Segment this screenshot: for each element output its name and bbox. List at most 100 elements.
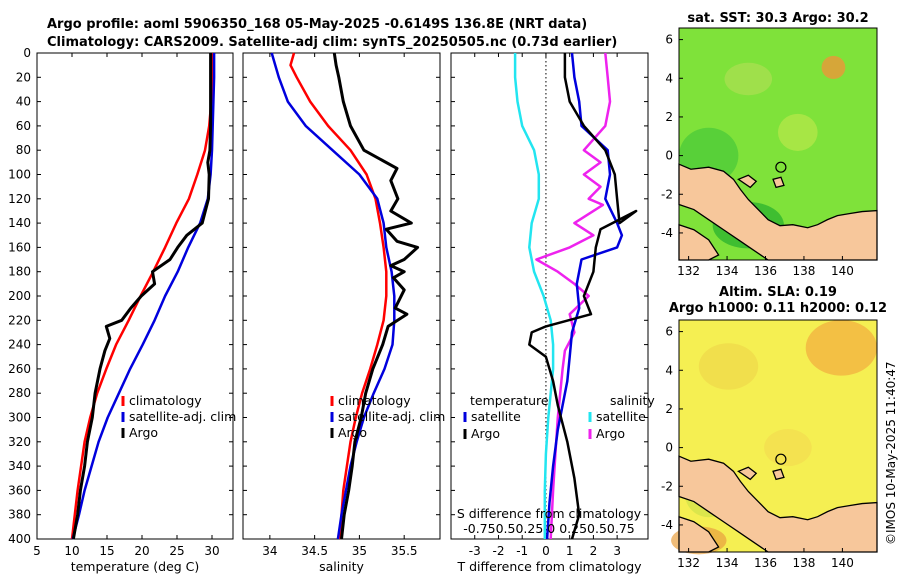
land-mass bbox=[678, 163, 878, 261]
x-axis-label: temperature (deg C) bbox=[71, 559, 200, 574]
argo-float-marker bbox=[775, 453, 787, 465]
y-tick-label: 6 bbox=[665, 33, 673, 47]
series-line-t-argo bbox=[528, 53, 638, 540]
y-tick-label: 80 bbox=[16, 143, 31, 157]
figure-title-line2: Climatology: CARS2009. Satellite-adj cli… bbox=[47, 35, 617, 50]
series-line-climatology bbox=[289, 52, 388, 540]
y-tick-label: 280 bbox=[8, 386, 31, 400]
x-tick-label: 2 bbox=[590, 544, 598, 558]
figure-title-line1: Argo profile: aoml 5906350_168 05-May-20… bbox=[47, 17, 587, 32]
y-tick-label: 300 bbox=[8, 411, 31, 425]
x-axis-label: salinity bbox=[319, 559, 364, 574]
x-tick-label: 0 bbox=[542, 544, 550, 558]
x-tick-label: 15 bbox=[99, 544, 114, 558]
legend-label: satellite bbox=[471, 409, 521, 424]
x-tick-label: 35.5 bbox=[391, 544, 418, 558]
land-mass bbox=[772, 468, 785, 481]
top-tick-labels: -0.750.50.25 0 0.250.50.75 bbox=[463, 521, 635, 536]
y-tick-label: 400 bbox=[8, 532, 31, 546]
y-tick-label: 240 bbox=[8, 338, 31, 352]
y-tick-label: 200 bbox=[8, 289, 31, 303]
x-tick-label: 134 bbox=[716, 264, 739, 278]
x-tick-label: 35 bbox=[352, 544, 367, 558]
plot-area bbox=[242, 52, 441, 540]
x-tick-label: 138 bbox=[792, 264, 815, 278]
x-tick-label: -1 bbox=[516, 544, 528, 558]
x-tick-label: 10 bbox=[64, 544, 79, 558]
y-tick-label: 0 bbox=[23, 46, 31, 60]
y-tick-label: 340 bbox=[8, 459, 31, 473]
legend-label: climatology bbox=[129, 393, 202, 408]
series-line-argo bbox=[71, 53, 213, 540]
x-tick-label: 136 bbox=[754, 264, 777, 278]
map-patch bbox=[821, 55, 846, 80]
land-mass bbox=[737, 174, 758, 189]
y-tick-label: -2 bbox=[661, 479, 673, 493]
legend-label: Argo bbox=[471, 426, 500, 441]
x-tick-label: 132 bbox=[677, 264, 700, 278]
x-tick-label: 34 bbox=[262, 544, 277, 558]
legend-title-salinity: salinity bbox=[610, 393, 655, 408]
x-tick-label: -3 bbox=[469, 544, 481, 558]
footer-timestamp: ©IMOS 10-May-2025 11:40:47 bbox=[884, 361, 898, 545]
land-mass bbox=[737, 466, 758, 481]
y-tick-label: 4 bbox=[665, 363, 673, 377]
land-mass bbox=[678, 455, 878, 553]
y-tick-label: 360 bbox=[8, 483, 31, 497]
land-mass bbox=[772, 176, 785, 189]
series-line-argo bbox=[332, 52, 420, 540]
legend-label: Argo bbox=[338, 425, 367, 440]
y-tick-label: -2 bbox=[661, 187, 673, 201]
y-tick-label: 180 bbox=[8, 265, 31, 279]
y-tick-label: -4 bbox=[661, 226, 673, 240]
plot-area bbox=[36, 52, 234, 540]
y-tick-label: 160 bbox=[8, 240, 31, 254]
x-tick-label: 1 bbox=[566, 544, 574, 558]
x-tick-label: 20 bbox=[134, 544, 149, 558]
legend-label: satellite-adj. clim bbox=[338, 409, 445, 424]
y-tick-label: 0 bbox=[665, 441, 673, 455]
map-patch bbox=[778, 113, 818, 151]
salinity-panel: 34 34.5 35 35.5 salinity climatologysatellite… bbox=[242, 52, 445, 574]
x-tick-label: 140 bbox=[831, 264, 854, 278]
x-tick-label: 132 bbox=[677, 556, 700, 570]
y-tick-label: 380 bbox=[8, 508, 31, 522]
y-tick-label: -4 bbox=[661, 518, 673, 532]
series-line-s-satellite bbox=[513, 53, 555, 539]
difference-panel: -3 -2 -1 0 1 2 3T difference from climatology t… bbox=[450, 52, 655, 574]
y-tick-label: 140 bbox=[8, 216, 31, 230]
x-tick-label: 30 bbox=[204, 544, 219, 558]
argo-float-marker bbox=[775, 161, 787, 173]
legend-label: satellite-adj. clim bbox=[129, 409, 236, 424]
series-line-s-argo bbox=[535, 52, 612, 540]
top-axis-label: S difference from climatology bbox=[457, 506, 642, 521]
x-tick-label: 5 bbox=[33, 544, 41, 558]
x-tick-label: -2 bbox=[492, 544, 504, 558]
y-tick-label: 40 bbox=[16, 95, 31, 109]
y-tick-label: 220 bbox=[8, 313, 31, 327]
sst-map-panel: 132 134 136 138 140 6 4 2 0 -2 -4 sat. SST: 30.3 Ar… bbox=[661, 11, 878, 278]
legend-label: Argo bbox=[596, 426, 625, 441]
y-tick-label: 4 bbox=[665, 71, 673, 85]
y-tick-label: 6 bbox=[665, 325, 673, 339]
legend-label: Argo bbox=[129, 425, 158, 440]
y-tick-label: 60 bbox=[16, 119, 31, 133]
x-tick-label: 134 bbox=[716, 556, 739, 570]
legend-label: climatology bbox=[338, 393, 411, 408]
y-tick-label: 0 bbox=[665, 149, 673, 163]
map-patch bbox=[698, 343, 759, 390]
y-tick-label: 100 bbox=[8, 168, 31, 182]
x-axis-label: T difference from climatology bbox=[456, 559, 642, 574]
x-tick-label: 140 bbox=[831, 556, 854, 570]
y-tick-label: 2 bbox=[665, 402, 673, 416]
sst-map-title: sat. SST: 30.3 Argo: 30.2 bbox=[687, 11, 868, 26]
x-tick-label: 138 bbox=[792, 556, 815, 570]
x-tick-label: 25 bbox=[169, 544, 184, 558]
map-frame bbox=[678, 27, 878, 261]
sla-map-title-line1: Altim. SLA: 0.19 bbox=[719, 285, 837, 300]
legend-title-temperature: temperature bbox=[470, 393, 549, 408]
y-tick-label: 20 bbox=[16, 70, 31, 84]
x-tick-label: 3 bbox=[613, 544, 621, 558]
map-patch bbox=[724, 62, 773, 96]
sla-map-title-line2: Argo h1000: 0.11 h2000: 0.12 bbox=[669, 301, 887, 316]
